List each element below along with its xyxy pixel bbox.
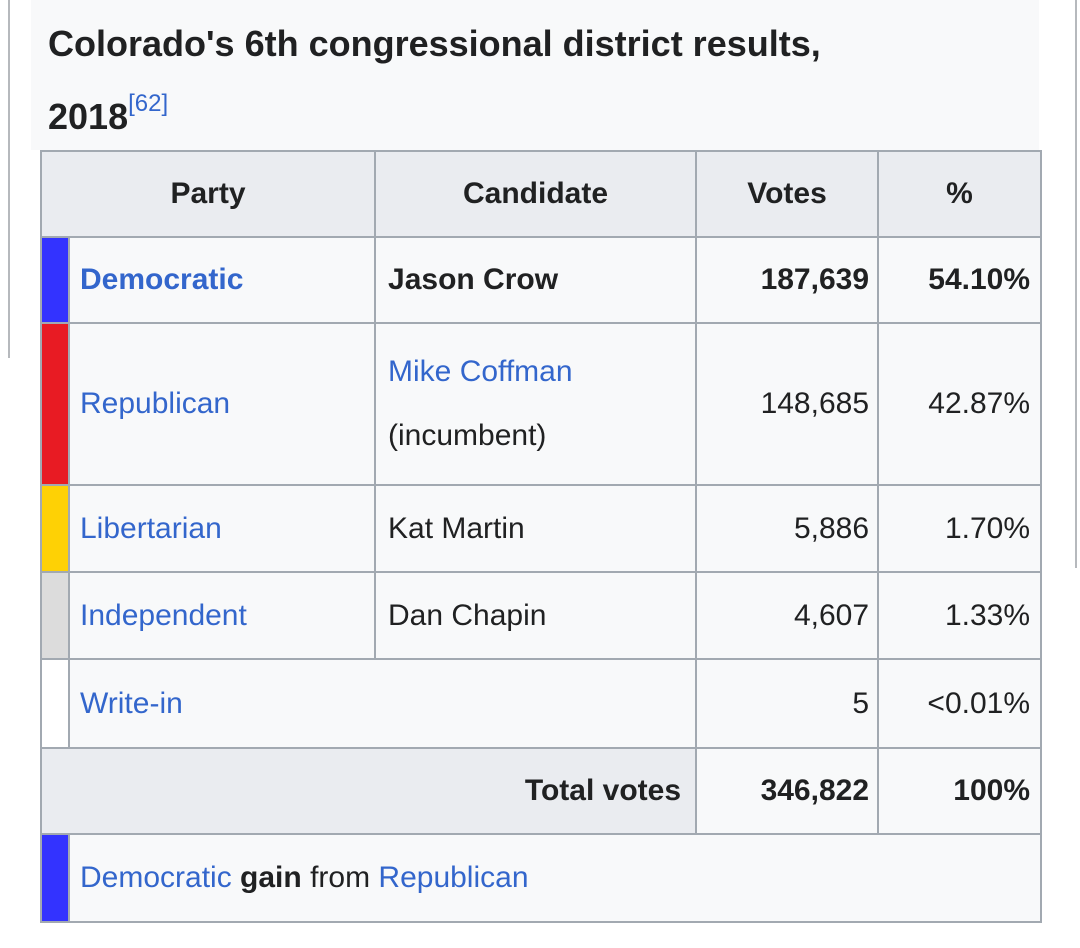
- party-link-write-in[interactable]: Write-in: [80, 686, 183, 720]
- table-row-republican: Republican Mike Coffman (incumbent) 148,…: [40, 322, 1043, 486]
- party-color-swatch: [40, 658, 70, 749]
- gain-word: gain: [240, 861, 302, 894]
- gain-party-link-republican[interactable]: Republican: [378, 861, 529, 894]
- party-color-swatch: [40, 571, 70, 660]
- candidate-cell: Kat Martin: [374, 484, 698, 573]
- reference-link[interactable]: [62]: [128, 90, 169, 117]
- table-row-write-in: Write-in 5 <0.01%: [40, 658, 1043, 749]
- percent-cell: 1.70%: [877, 484, 1043, 573]
- table-row-independent: Independent Dan Chapin 4,607 1.33%: [40, 571, 1043, 660]
- table-title: Colorado's 6th congressional district re…: [31, 0, 1039, 150]
- party-cell: Write-in: [67, 658, 698, 749]
- votes-cell: 148,685: [695, 322, 880, 486]
- votes-cell: 4,607: [695, 571, 880, 660]
- election-results-table: Party Candidate Votes % Democratic Jason…: [39, 150, 1043, 923]
- party-color-swatch: [40, 322, 70, 486]
- candidate-cell: Dan Chapin: [374, 571, 698, 660]
- left-page-edge-line: [8, 0, 10, 358]
- percent-cell: 42.87%: [877, 322, 1043, 486]
- header-votes: Votes: [695, 150, 880, 238]
- header-percent: %: [877, 150, 1043, 238]
- seat-change-cell: Democratic gain from Republican: [67, 833, 1043, 923]
- party-color-swatch: [40, 833, 70, 923]
- candidate-link-mike-coffman[interactable]: Mike Coffman: [388, 355, 573, 388]
- gain-party-link-democratic[interactable]: Democratic: [80, 861, 232, 894]
- right-page-edge-line: [1075, 0, 1077, 568]
- percent-cell: 1.33%: [877, 571, 1043, 660]
- header-row: Party Candidate Votes %: [39, 150, 1043, 238]
- seat-change-row: Democratic gain from Republican: [40, 833, 1043, 923]
- party-color-swatch: [40, 236, 70, 324]
- party-cell: Republican: [67, 322, 377, 486]
- votes-cell: 5: [695, 658, 880, 749]
- total-votes-label: Total votes: [39, 747, 698, 835]
- title-line1: Colorado's 6th congressional district re…: [48, 23, 821, 64]
- total-percent-value: 100%: [877, 747, 1043, 835]
- table-row-libertarian: Libertarian Kat Martin 5,886 1.70%: [40, 484, 1043, 573]
- content-area: Colorado's 6th congressional district re…: [31, 0, 1043, 923]
- percent-cell: 54.10%: [877, 236, 1043, 324]
- party-cell: Independent: [67, 571, 377, 660]
- total-votes-row: Total votes 346,822 100%: [39, 747, 1043, 835]
- party-cell: Libertarian: [67, 484, 377, 573]
- votes-cell: 5,886: [695, 484, 880, 573]
- percent-cell: <0.01%: [877, 658, 1043, 749]
- incumbent-note: (incumbent): [388, 419, 547, 452]
- candidate-cell: Mike Coffman (incumbent): [374, 322, 698, 486]
- party-link-libertarian[interactable]: Libertarian: [80, 511, 222, 545]
- header-party: Party: [39, 150, 377, 238]
- votes-cell: 187,639: [695, 236, 880, 324]
- party-link-independent[interactable]: Independent: [80, 598, 247, 632]
- table-row-democratic: Democratic Jason Crow 187,639 54.10%: [40, 236, 1043, 324]
- party-color-swatch: [40, 484, 70, 573]
- party-cell: Democratic: [67, 236, 377, 324]
- total-votes-value: 346,822: [695, 747, 880, 835]
- title-line2: 2018: [48, 96, 129, 137]
- party-link-republican[interactable]: Republican: [80, 387, 231, 420]
- party-link-democratic[interactable]: Democratic: [80, 263, 244, 296]
- gain-connector: from: [310, 861, 371, 894]
- header-candidate: Candidate: [374, 150, 698, 238]
- candidate-cell: Jason Crow: [374, 236, 698, 324]
